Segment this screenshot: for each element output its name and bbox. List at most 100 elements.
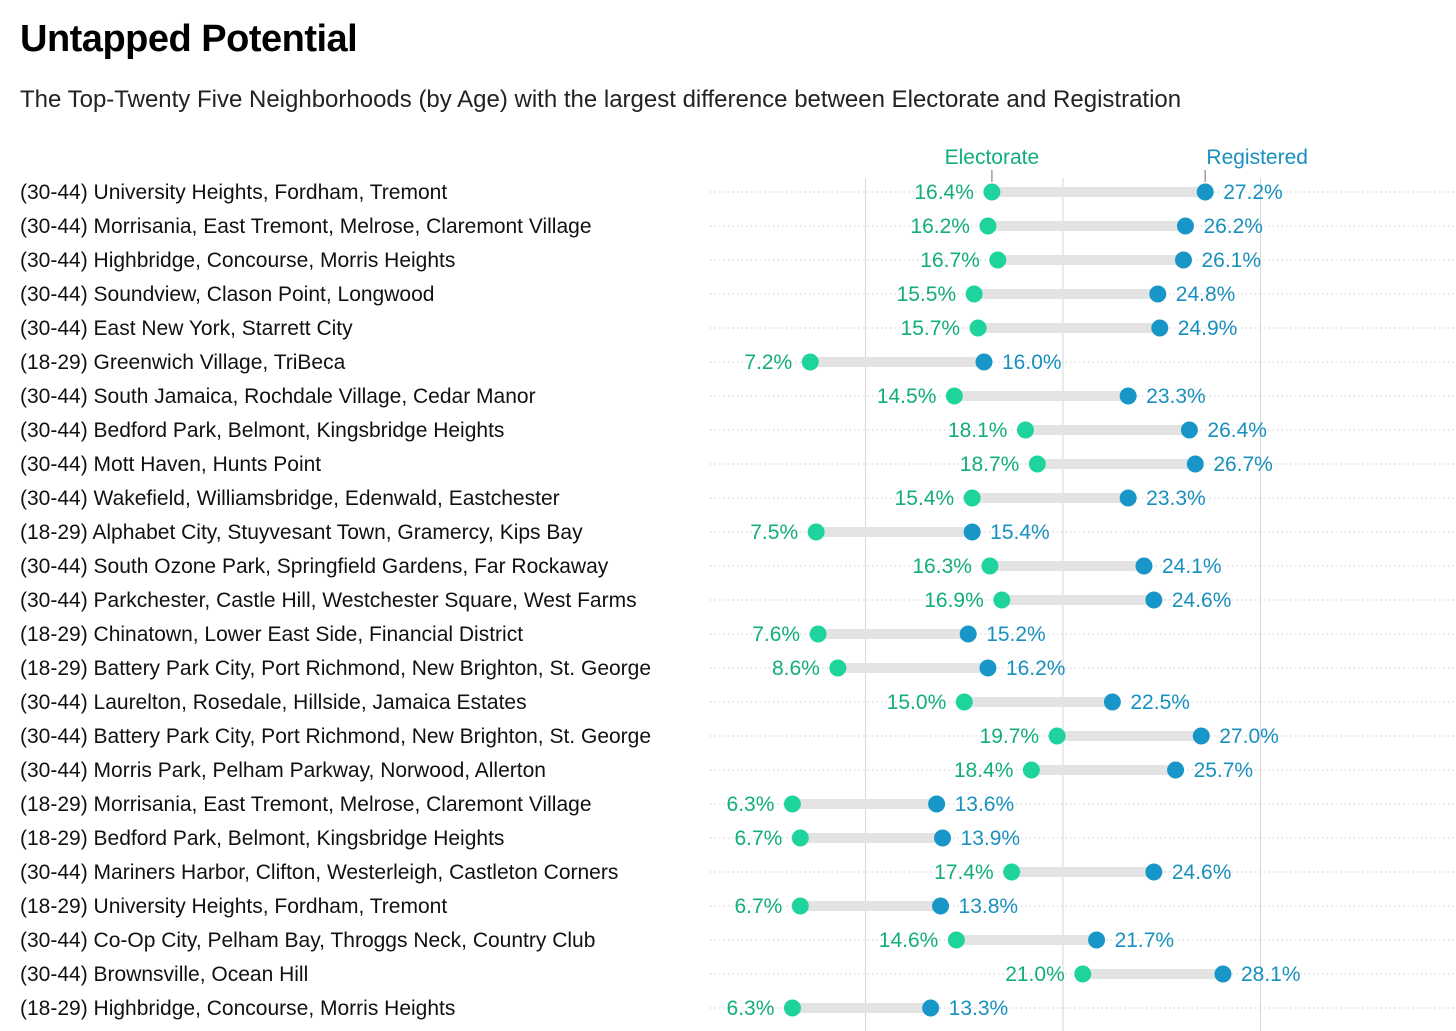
row-label: (18-29) Bedford Park, Belmont, Kingsbrid… — [20, 827, 504, 850]
registered-dot — [1167, 761, 1185, 779]
registered-value-label: 23.3% — [1146, 487, 1206, 510]
electorate-value-label: 7.6% — [752, 623, 800, 646]
row-label: (30-44) Parkchester, Castle Hill, Westch… — [20, 589, 637, 612]
registered-value-label: 26.7% — [1213, 453, 1273, 476]
electorate-value-label: 21.0% — [1005, 963, 1065, 986]
registered-dot — [979, 659, 997, 677]
electorate-dot — [1028, 455, 1046, 473]
electorate-dot — [801, 353, 819, 371]
registered-value-label: 27.0% — [1219, 725, 1279, 748]
row-label: (30-44) Highbridge, Concourse, Morris He… — [20, 249, 455, 272]
electorate-value-label: 18.7% — [960, 453, 1020, 476]
electorate-value-label: 7.2% — [744, 351, 792, 374]
electorate-value-label: 15.7% — [901, 317, 961, 340]
registered-dot — [1180, 421, 1198, 439]
registered-value-label: 16.2% — [1006, 657, 1066, 680]
registered-dot — [1119, 387, 1137, 405]
registered-value-label: 24.8% — [1176, 283, 1236, 306]
electorate-value-label: 15.4% — [895, 487, 955, 510]
row-label: (18-29) Morrisania, East Tremont, Melros… — [20, 793, 592, 816]
electorate-value-label: 16.9% — [924, 589, 984, 612]
electorate-value-label: 17.4% — [934, 861, 994, 884]
registered-value-label: 26.2% — [1203, 215, 1263, 238]
row-label: (30-44) Co-Op City, Pelham Bay, Throggs … — [20, 929, 595, 952]
electorate-value-label: 7.5% — [750, 521, 798, 544]
registered-dot — [934, 829, 952, 847]
electorate-value-label: 14.6% — [879, 929, 939, 952]
registered-value-label: 26.1% — [1201, 249, 1261, 272]
electorate-value-label: 16.7% — [920, 249, 980, 272]
electorate-value-label: 8.6% — [772, 657, 820, 680]
electorate-value-label: 6.7% — [734, 827, 782, 850]
row-label: (18-29) Battery Park City, Port Richmond… — [20, 657, 651, 680]
electorate-value-label: 6.3% — [727, 997, 775, 1020]
electorate-value-label: 6.7% — [734, 895, 782, 918]
registered-dot — [1149, 285, 1167, 303]
registered-dot — [1145, 591, 1163, 609]
registered-dot — [1145, 863, 1163, 881]
registered-dot — [1196, 183, 1214, 201]
chart-title: Untapped Potential — [20, 18, 358, 60]
registered-value-label: 15.2% — [986, 623, 1046, 646]
registered-value-label: 24.1% — [1162, 555, 1222, 578]
row-label: (30-44) Brownsville, Ocean Hill — [20, 963, 308, 986]
registered-dot — [959, 625, 977, 643]
electorate-dot — [965, 285, 983, 303]
row-label: (18-29) Greenwich Village, TriBeca — [20, 351, 346, 374]
registered-value-label: 13.8% — [959, 895, 1019, 918]
registered-dot — [922, 999, 940, 1017]
electorate-dot — [1022, 761, 1040, 779]
chart-subtitle: The Top-Twenty Five Neighborhoods (by Ag… — [20, 86, 1182, 113]
registered-dot — [1174, 251, 1192, 269]
row-label: (30-44) Morris Park, Pelham Parkway, Nor… — [20, 759, 546, 782]
electorate-value-label: 18.4% — [954, 759, 1014, 782]
row-label: (30-44) Battery Park City, Port Richmond… — [20, 725, 651, 748]
electorate-dot — [989, 251, 1007, 269]
legend-registered: Registered — [1206, 146, 1308, 169]
electorate-dot — [979, 217, 997, 235]
row-label: (18-29) Chinatown, Lower East Side, Fina… — [20, 623, 523, 646]
legend-electorate: Electorate — [945, 146, 1040, 169]
registered-dot — [1192, 727, 1210, 745]
row-label: (30-44) Mott Haven, Hunts Point — [20, 453, 321, 476]
row-label: (30-44) Morrisania, East Tremont, Melros… — [20, 215, 592, 238]
row-label: (30-44) Laurelton, Rosedale, Hillside, J… — [20, 691, 527, 714]
registered-dot — [963, 523, 981, 541]
registered-value-label: 13.3% — [949, 997, 1009, 1020]
registered-value-label: 16.0% — [1002, 351, 1062, 374]
row-label: (30-44) South Jamaica, Rochdale Village,… — [20, 385, 536, 408]
electorate-dot — [807, 523, 825, 541]
registered-value-label: 28.1% — [1241, 963, 1301, 986]
registered-value-label: 25.7% — [1194, 759, 1254, 782]
row-label: (18-29) University Heights, Fordham, Tre… — [20, 895, 447, 918]
registered-value-label: 23.3% — [1146, 385, 1206, 408]
electorate-value-label: 15.0% — [887, 691, 947, 714]
registered-dot — [1135, 557, 1153, 575]
electorate-dot — [969, 319, 987, 337]
electorate-dot — [791, 897, 809, 915]
row-label: (30-44) East New York, Starrett City — [20, 317, 353, 340]
registered-value-label: 13.6% — [955, 793, 1015, 816]
row-label: (30-44) South Ozone Park, Springfield Ga… — [20, 555, 609, 578]
electorate-dot — [993, 591, 1011, 609]
registered-value-label: 22.5% — [1130, 691, 1190, 714]
row-label: (30-44) University Heights, Fordham, Tre… — [20, 181, 447, 204]
registered-value-label: 24.9% — [1178, 317, 1238, 340]
electorate-dot — [1048, 727, 1066, 745]
electorate-value-label: 16.4% — [914, 181, 974, 204]
electorate-dot — [947, 931, 965, 949]
row-label: (18-29) Highbridge, Concourse, Morris He… — [20, 997, 455, 1020]
electorate-value-label: 18.1% — [948, 419, 1008, 442]
electorate-dot — [945, 387, 963, 405]
registered-dot — [1119, 489, 1137, 507]
electorate-dot — [829, 659, 847, 677]
registered-dot — [1151, 319, 1169, 337]
registered-dot — [1103, 693, 1121, 711]
electorate-value-label: 15.5% — [897, 283, 957, 306]
registered-value-label: 13.9% — [961, 827, 1021, 850]
electorate-dot — [1074, 965, 1092, 983]
registered-value-label: 27.2% — [1223, 181, 1283, 204]
electorate-value-label: 14.5% — [877, 385, 937, 408]
electorate-dot — [963, 489, 981, 507]
